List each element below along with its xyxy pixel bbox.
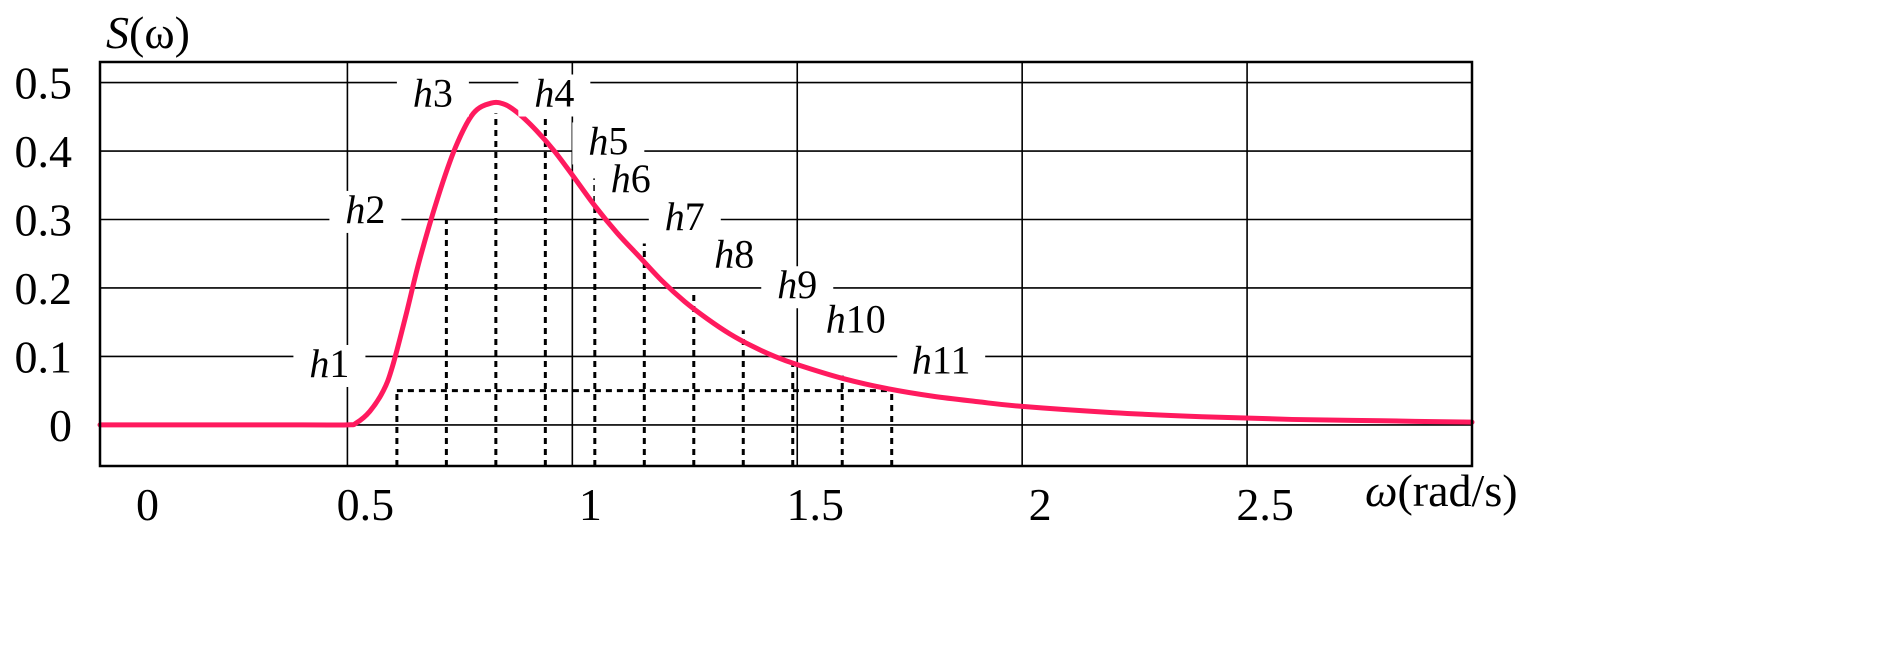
- strip-label-mask: [329, 190, 402, 233]
- strip-label-text: h9: [777, 262, 817, 307]
- strip-label-number: 7: [685, 194, 705, 239]
- y-axis-title: S(ω): [106, 7, 190, 58]
- x-axis-title-unit: (rad/s): [1397, 465, 1517, 516]
- strip-label-number: 2: [365, 187, 385, 232]
- strip-label-text: h8: [714, 231, 754, 276]
- y-tick-label: 0.5: [15, 58, 73, 109]
- strip-label-text: h1: [309, 341, 349, 386]
- strip-label-text: h3: [413, 71, 453, 116]
- strip-label: h7: [648, 194, 721, 240]
- strip-label: h10: [811, 296, 900, 343]
- strip-label-h: h: [534, 71, 554, 116]
- plot-frame: [98, 60, 1474, 468]
- y-axis-title-arg: (ω): [129, 7, 190, 58]
- strip-label-h: h: [665, 194, 685, 239]
- strip-label: h1: [293, 341, 366, 387]
- strip-label-mask: [811, 300, 900, 343]
- strip-label-text: h2: [345, 187, 385, 232]
- strip-label-text: h4: [534, 71, 574, 116]
- strip-label: h11: [897, 338, 986, 384]
- strip-label-text: h5: [588, 118, 628, 163]
- strip-label-number: 10: [846, 296, 886, 341]
- x-tick-label: 1: [579, 479, 602, 530]
- strip-label-h: h: [413, 71, 433, 116]
- strip-label-mask: [293, 344, 366, 387]
- x-tick-label: 2.5: [1236, 479, 1294, 530]
- x-tick-label: 0.5: [337, 479, 395, 530]
- strip-label-h: h: [826, 296, 846, 341]
- strip-label-number: 9: [797, 262, 817, 307]
- y-tick-label: 0.2: [15, 263, 73, 314]
- strip-label-mask: [698, 235, 771, 278]
- strip-label: h4: [518, 71, 591, 117]
- strip-label-h: h: [777, 262, 797, 307]
- strip-label-mask: [396, 74, 469, 117]
- strip-label-mask: [648, 197, 721, 240]
- strip-label-h: h: [309, 341, 329, 386]
- strip-label-number: 3: [433, 71, 453, 116]
- y-tick-label: 0.4: [15, 126, 73, 177]
- strip-label-h: h: [714, 231, 734, 276]
- strip-label-number: 1: [329, 341, 349, 386]
- x-tick-label: 0: [136, 479, 159, 530]
- strip-label: h2: [329, 187, 402, 233]
- strip-label-mask: [518, 74, 591, 117]
- strip-label-number: 8: [734, 231, 754, 276]
- strip-label-mask: [897, 341, 986, 384]
- x-tick-label: 1.5: [786, 479, 844, 530]
- y-tick-label: 0: [49, 400, 72, 451]
- y-tick-label: 0.1: [15, 331, 73, 382]
- strip-label: h6: [594, 156, 667, 203]
- x-axis-title-main: ω: [1365, 465, 1397, 516]
- strip-label-h: h: [588, 118, 608, 163]
- strip-label-text: h11: [912, 338, 971, 383]
- strip-label-number: 6: [631, 156, 651, 201]
- strip-layer: [395, 113, 894, 466]
- strip-label: h5: [572, 118, 645, 165]
- strip-label: h3: [396, 71, 469, 117]
- strip-label-h: h: [611, 156, 631, 201]
- strip-label: h8: [698, 231, 771, 278]
- strip-label-mask: [572, 122, 645, 165]
- x-tick-label: 2: [1029, 479, 1052, 530]
- strip-label-h: h: [912, 338, 932, 383]
- strip-label-text: h10: [826, 296, 886, 341]
- tick-label-layer: 0 0.5 1 1.5 2 2.5 0 0.1 0.2 0.3 0.4 0.5: [15, 58, 1294, 530]
- y-tick-label: 0.3: [15, 194, 73, 245]
- strip-label-number: 5: [608, 118, 628, 163]
- y-axis-title-main: S: [106, 7, 129, 58]
- curve-layer: [97, 99, 1475, 428]
- strip-label-mask: [594, 160, 667, 203]
- strip-label-h: h: [345, 187, 365, 232]
- x-axis-title: ω(rad/s): [1365, 465, 1518, 516]
- strip-label-text: h7: [665, 194, 705, 239]
- spectrum-curve: [97, 99, 1475, 428]
- strip-label-number: 4: [554, 71, 574, 116]
- strip-label-text: h6: [611, 156, 651, 201]
- strip-label-number: 11: [932, 338, 971, 383]
